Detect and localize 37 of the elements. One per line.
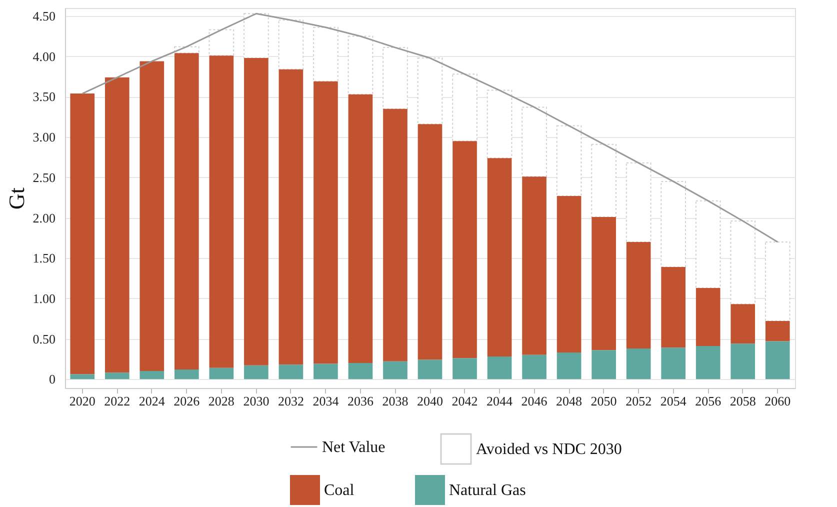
- x-tick-label: 2034: [312, 394, 340, 408]
- x-tick-label: 2026: [174, 394, 200, 408]
- legend-label: Natural Gas: [449, 482, 526, 499]
- line-series: [82, 12, 778, 243]
- x-tick-label: 2048: [556, 394, 582, 408]
- y-tick-label: 4.00: [32, 48, 56, 64]
- x-tick-label: 2040: [417, 394, 443, 408]
- y-tick-label: 3.50: [32, 89, 56, 104]
- legend-label: Net Value: [322, 439, 386, 456]
- x-tick-label: 2046: [521, 394, 548, 408]
- y-tick-label: 3.00: [32, 130, 56, 145]
- y-axis-title: Gt: [4, 188, 29, 210]
- y-tick-label: 0.50: [32, 331, 56, 346]
- x-tick-label: 2058: [730, 394, 756, 408]
- legend-label: Coal: [324, 482, 355, 499]
- x-tick-label: 2054: [660, 394, 687, 408]
- x-tick-label: 2050: [590, 394, 617, 408]
- y-tick-label: 2.00: [32, 210, 56, 226]
- x-tick-label: 2056: [695, 394, 722, 408]
- x-tick-label: 2052: [626, 394, 652, 408]
- x-tick-label: 2042: [452, 394, 478, 408]
- y-tick-label: 2.50: [32, 170, 56, 185]
- x-tick-label: 2024: [138, 394, 166, 408]
- y-tick-label: 1.50: [32, 250, 56, 266]
- x-tick-label: 2032: [278, 394, 304, 408]
- x-tick-label: 2028: [208, 394, 234, 408]
- x-tick-label: 2044: [486, 394, 514, 408]
- x-tick-label: 2036: [347, 394, 374, 408]
- x-tick-label: 2038: [382, 394, 408, 408]
- x-tick-label: 2020: [69, 394, 96, 408]
- x-tick-label: 2030: [243, 394, 270, 408]
- legend-label: Avoided vs NDC 2030: [476, 441, 622, 458]
- y-tick-label: 1.00: [32, 290, 56, 306]
- x-tick-label: 2022: [104, 394, 130, 408]
- y-tick-label: 0: [49, 372, 56, 387]
- y-tick-label: 4.50: [32, 8, 56, 24]
- x-tick-label: 2060: [764, 394, 791, 408]
